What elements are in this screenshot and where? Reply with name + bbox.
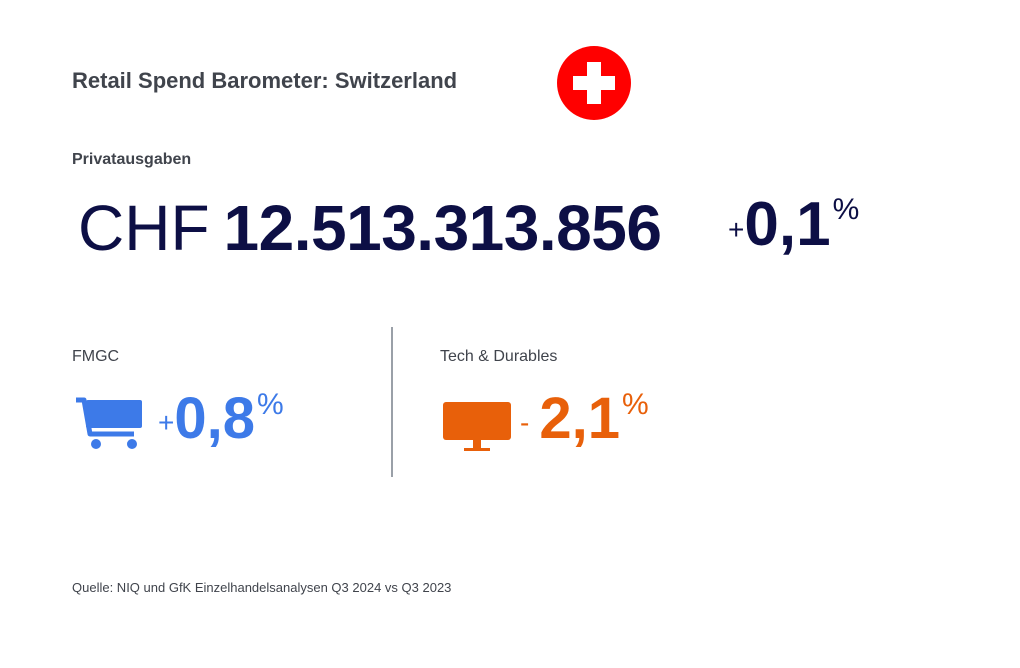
swiss-flag: [557, 46, 631, 120]
total-figure: CHF 12.513.313.856: [78, 196, 662, 260]
total-change: +0,1%: [728, 194, 859, 256]
sign: +: [158, 407, 175, 438]
change: 0,8: [174, 386, 255, 451]
tech-change: -2,1%: [520, 390, 649, 448]
amount: 12.513.313.856: [223, 192, 662, 264]
title: Retail Spend Barometer: Switzerland: [72, 68, 458, 93]
cart-icon: [76, 397, 142, 449]
fmcg-label: FMGC: [72, 348, 120, 365]
unit: %: [621, 388, 649, 421]
unit: %: [832, 193, 860, 226]
divider: [391, 327, 393, 477]
fmcg-change: +0,8%: [158, 390, 284, 448]
total-label: Privatausgaben: [72, 151, 192, 168]
currency: CHF: [78, 192, 210, 264]
sign: -: [520, 407, 530, 438]
monitor-icon: [443, 402, 511, 451]
sign: +: [728, 214, 745, 245]
change: 0,1: [744, 190, 831, 259]
change: 2,1: [539, 386, 620, 451]
source-note: Quelle: NIQ und GfK Einzelhandelsanalyse…: [72, 580, 452, 595]
unit: %: [257, 388, 284, 421]
tech-label: Tech & Durables: [440, 348, 558, 365]
